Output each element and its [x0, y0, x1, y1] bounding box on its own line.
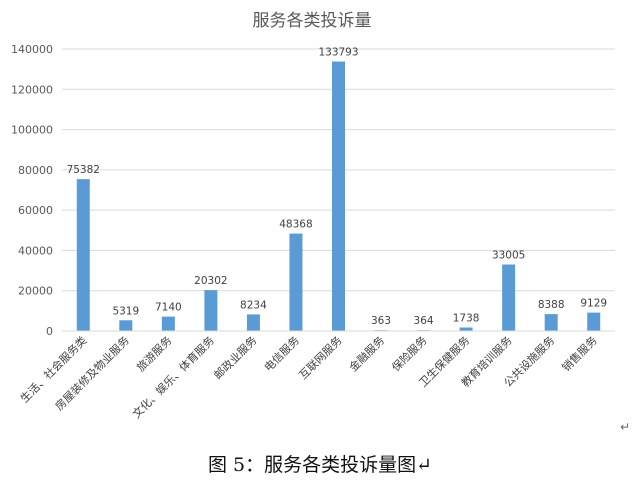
- data-label: 8234: [240, 299, 267, 311]
- data-label: 133793: [318, 47, 358, 59]
- data-label: 1738: [453, 312, 480, 324]
- y-tick-label: 80000: [18, 164, 53, 177]
- bar: [246, 314, 260, 331]
- paragraph-mark: ↵: [620, 420, 631, 434]
- y-tick-label: 40000: [18, 244, 53, 257]
- x-tick-label: 电信服务: [262, 334, 302, 374]
- bar: [204, 290, 218, 331]
- data-labels: 75382 5319 7140 20302 8234 48368 133793 363 364 1…: [67, 47, 608, 328]
- data-label: 48368: [279, 219, 312, 231]
- bar: [544, 314, 558, 331]
- data-label: 363: [371, 315, 391, 327]
- x-tick-label: 文化、娱乐、体育服务: [129, 333, 217, 421]
- y-tick-label: 100000: [11, 124, 53, 137]
- x-tick-label: 销售服务: [559, 333, 600, 374]
- x-tick-label: 旅游服务: [133, 333, 174, 374]
- data-label: 75382: [67, 164, 100, 176]
- data-label: 364: [414, 315, 434, 327]
- data-label: 20302: [194, 275, 227, 287]
- x-tick-label: 互联网服务: [297, 334, 345, 382]
- bar: [289, 233, 303, 331]
- y-axis: 0 20000 40000 60000 80000 100000 120000 140000: [11, 43, 53, 338]
- bar: [161, 316, 175, 331]
- x-tick-label: 保险服务: [389, 333, 430, 374]
- data-label: 5319: [112, 305, 139, 317]
- y-tick-label: 120000: [11, 83, 53, 96]
- x-tick-label: 金融服务: [346, 333, 387, 374]
- data-label: 9129: [580, 298, 607, 310]
- bar: [459, 327, 473, 331]
- data-label: 33005: [492, 250, 525, 262]
- bar: [119, 320, 133, 331]
- bar: [587, 312, 601, 331]
- bar: [76, 179, 90, 331]
- bar: [332, 61, 345, 331]
- data-label: 8388: [538, 299, 565, 311]
- x-tick-label: 房屋装修及物业服务: [52, 333, 132, 413]
- x-tick-label: 邮政业服务: [211, 333, 260, 382]
- y-tick-label: 20000: [18, 285, 53, 298]
- bars: [76, 61, 601, 331]
- y-tick-label: 0: [46, 325, 53, 338]
- y-tick-label: 60000: [18, 204, 53, 217]
- y-tick-label: 140000: [11, 43, 53, 56]
- chart-title: 服务各类投诉量: [253, 11, 372, 31]
- figure-caption: 图 5：服务各类投诉量图↵: [207, 454, 433, 476]
- data-label: 7140: [155, 302, 182, 314]
- bar: [502, 264, 516, 331]
